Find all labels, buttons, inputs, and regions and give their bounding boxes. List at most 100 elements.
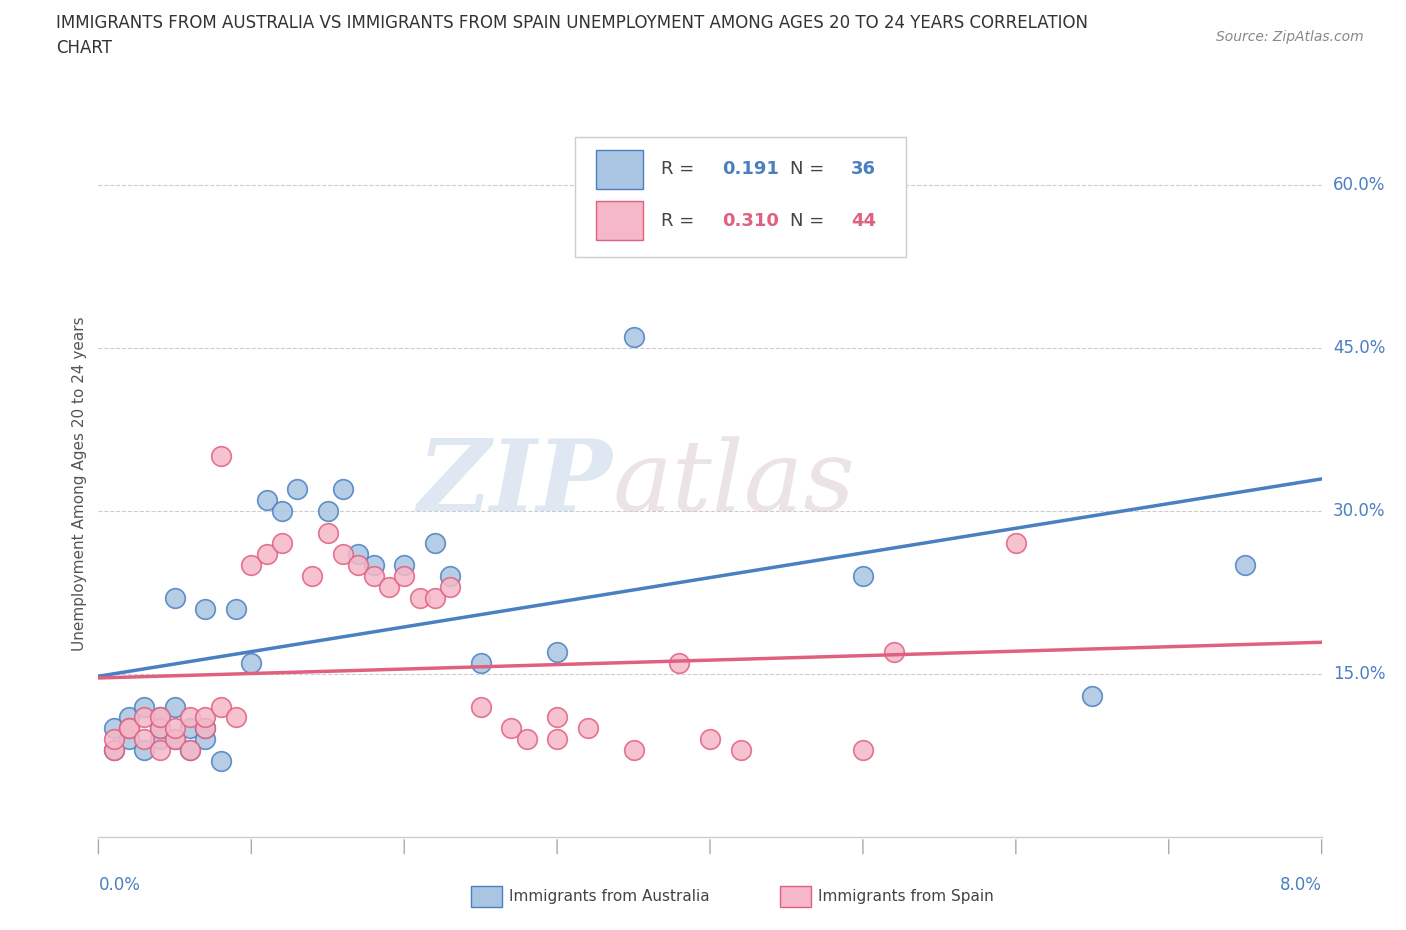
Point	[179, 710, 201, 724]
Point	[316, 525, 339, 540]
Point	[1004, 536, 1026, 551]
Point	[103, 721, 125, 736]
Point	[347, 547, 370, 562]
Text: 0.191: 0.191	[723, 160, 779, 178]
Text: 44: 44	[851, 212, 876, 230]
Text: R =: R =	[661, 160, 695, 178]
Point	[423, 591, 446, 605]
Point	[623, 329, 645, 344]
Point	[149, 721, 172, 736]
Text: Source: ZipAtlas.com: Source: ZipAtlas.com	[1216, 30, 1364, 44]
Point	[225, 601, 247, 616]
Text: N =: N =	[790, 212, 824, 230]
Point	[546, 732, 568, 747]
Text: Immigrants from Australia: Immigrants from Australia	[509, 889, 710, 904]
Point	[179, 742, 201, 757]
Point	[392, 568, 416, 583]
Point	[194, 721, 217, 736]
Point	[209, 699, 232, 714]
Point	[576, 721, 599, 736]
Point	[470, 699, 492, 714]
Text: CHART: CHART	[56, 39, 112, 57]
Point	[623, 742, 645, 757]
Text: 30.0%: 30.0%	[1333, 502, 1385, 520]
Point	[699, 732, 721, 747]
Text: 0.0%: 0.0%	[98, 876, 141, 894]
Point	[163, 591, 186, 605]
Text: atlas: atlas	[612, 436, 855, 531]
Point	[103, 742, 125, 757]
Text: 60.0%: 60.0%	[1333, 176, 1385, 193]
Point	[301, 568, 323, 583]
Point	[118, 721, 141, 736]
Point	[392, 558, 416, 573]
Point	[439, 568, 461, 583]
FancyBboxPatch shape	[596, 150, 643, 189]
Point	[179, 742, 201, 757]
Point	[163, 732, 186, 747]
Point	[332, 482, 354, 497]
Point	[163, 699, 186, 714]
Point	[149, 742, 172, 757]
Point	[209, 753, 232, 768]
Point	[194, 732, 217, 747]
Point	[668, 656, 690, 671]
Point	[149, 732, 172, 747]
FancyBboxPatch shape	[575, 138, 905, 258]
Point	[194, 721, 217, 736]
Point	[134, 742, 156, 757]
Point	[501, 721, 523, 736]
Point	[103, 742, 125, 757]
Point	[149, 710, 172, 724]
Text: 36: 36	[851, 160, 876, 178]
Point	[163, 721, 186, 736]
Point	[134, 710, 156, 724]
Point	[439, 579, 461, 594]
Point	[470, 656, 492, 671]
Text: Immigrants from Spain: Immigrants from Spain	[818, 889, 994, 904]
Point	[423, 536, 446, 551]
Point	[883, 644, 905, 659]
Point	[225, 710, 247, 724]
Text: IMMIGRANTS FROM AUSTRALIA VS IMMIGRANTS FROM SPAIN UNEMPLOYMENT AMONG AGES 20 TO: IMMIGRANTS FROM AUSTRALIA VS IMMIGRANTS …	[56, 14, 1088, 32]
Point	[103, 732, 125, 747]
Point	[347, 558, 370, 573]
Point	[546, 710, 568, 724]
Text: 0.310: 0.310	[723, 212, 779, 230]
Point	[852, 742, 875, 757]
Point	[1081, 688, 1104, 703]
Point	[363, 568, 385, 583]
Point	[256, 547, 278, 562]
Point	[270, 503, 294, 518]
Point	[270, 536, 294, 551]
Point	[363, 558, 385, 573]
Point	[1234, 558, 1257, 573]
Text: 45.0%: 45.0%	[1333, 339, 1385, 357]
Point	[285, 482, 308, 497]
Text: N =: N =	[790, 160, 824, 178]
Point	[730, 742, 752, 757]
Text: R =: R =	[661, 212, 695, 230]
Point	[118, 710, 141, 724]
Point	[118, 721, 141, 736]
Point	[316, 503, 339, 518]
Point	[546, 644, 568, 659]
Text: 8.0%: 8.0%	[1279, 876, 1322, 894]
Point	[378, 579, 401, 594]
Point	[149, 710, 172, 724]
Y-axis label: Unemployment Among Ages 20 to 24 years: Unemployment Among Ages 20 to 24 years	[72, 316, 87, 651]
Point	[163, 732, 186, 747]
Point	[134, 732, 156, 747]
Point	[852, 568, 875, 583]
Point	[134, 699, 156, 714]
Point	[179, 721, 201, 736]
Point	[240, 656, 263, 671]
Point	[516, 732, 538, 747]
Point	[209, 449, 232, 464]
Text: ZIP: ZIP	[418, 435, 612, 532]
Point	[194, 710, 217, 724]
Text: 15.0%: 15.0%	[1333, 665, 1385, 683]
Point	[118, 732, 141, 747]
FancyBboxPatch shape	[596, 201, 643, 240]
Point	[194, 601, 217, 616]
